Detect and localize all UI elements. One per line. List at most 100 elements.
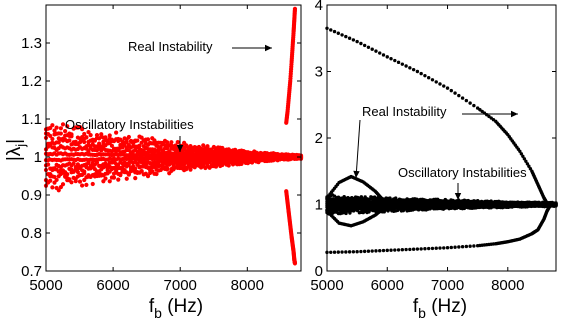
left-band-point [137, 143, 142, 148]
left-band-point [103, 135, 108, 140]
right-upper-branch-point [336, 31, 340, 35]
right-lower-branch-point [464, 244, 469, 249]
right-x-tick-label: 7000 [431, 277, 464, 294]
left-band-point [50, 185, 55, 190]
left-y-tick-label: 0.8 [21, 225, 42, 242]
right-upper-branch-point [472, 103, 476, 108]
left-band-point [90, 181, 95, 187]
left-data-points [43, 6, 304, 266]
right-lower-branch-point [389, 248, 393, 252]
right-lower-branch-point [415, 247, 420, 251]
right-lower-branch-point [449, 245, 453, 250]
left-real-lower-point [292, 261, 298, 266]
right-lower-branch-point [366, 249, 371, 253]
left-band-point [205, 144, 210, 149]
left-y-axis-label: |λj| [4, 139, 28, 161]
left-band-point [75, 169, 80, 175]
right-upper-branch-point [370, 47, 374, 51]
right-annotation-arrowhead [353, 170, 360, 178]
right-lower-branch-point [378, 249, 382, 253]
left-band-point [67, 138, 72, 143]
left-band-point [60, 182, 66, 187]
right-lower-branch-point [468, 244, 472, 248]
left-band-point [135, 138, 140, 143]
left-band-point [80, 183, 85, 188]
right-lower-branch-point [355, 250, 359, 254]
right-upper-branch-point [332, 29, 337, 34]
left-band-point [107, 179, 112, 184]
left-band-point [201, 143, 206, 148]
right-lower-branch-point [423, 247, 427, 251]
left-band-point [52, 174, 57, 180]
right-annotation-label: Oscillatory Instabilities [398, 165, 527, 180]
right-upper-branch-point [359, 41, 363, 46]
right-upper-branch-point [378, 51, 382, 55]
right-upper-branch-point [351, 38, 356, 42]
right-lower-branch-point [332, 250, 337, 254]
left-band-point [88, 133, 93, 138]
right-x-axis-label: fb (Hz) [413, 296, 467, 321]
right-x-axis-label-rest: (Hz) [426, 296, 467, 317]
left-band-point [63, 129, 68, 134]
right-y-tick-label: 1 [315, 197, 323, 214]
right-x-axis-label-sub: b [418, 305, 426, 321]
right-annotation-arrow [355, 119, 361, 179]
left-band-point [82, 171, 87, 176]
left-band-point [109, 143, 114, 148]
left-y-tick-label: 0.7 [21, 263, 42, 280]
right-lower-branch-point [445, 246, 450, 250]
right-upper-branch-point [438, 82, 442, 86]
left-band-point [139, 169, 144, 174]
left-band-point [124, 176, 129, 181]
left-x-axis-label: fb (Hz) [149, 296, 203, 321]
left-band-point [84, 135, 89, 140]
right-upper-branch-point [522, 157, 527, 161]
left-band-point [69, 180, 74, 185]
right-y-tick-label: 4 [315, 0, 323, 14]
right-upper-branch-point [362, 43, 367, 48]
left-band-point [175, 140, 180, 145]
right-upper-branch-point [468, 101, 472, 105]
left-band-point [69, 134, 74, 139]
left-band-point [56, 188, 61, 193]
right-lower-branch-point [404, 247, 408, 252]
left-band-point [165, 140, 170, 145]
right-annotation-arrowhead [511, 110, 518, 118]
right-upper-branch-point [404, 64, 408, 68]
right-lower-branch-point [393, 248, 397, 252]
right-upper-branch-point [400, 62, 405, 66]
left-band-point [56, 140, 61, 145]
left-band-point [97, 141, 102, 146]
right-upper-branch-point [381, 53, 386, 57]
right-lower-branch-point [411, 247, 416, 251]
right-band-point [344, 211, 348, 216]
right-upper-branch-point [408, 66, 412, 70]
right-lower-branch-point [434, 246, 438, 250]
right-lower-branch-point [351, 250, 356, 254]
left-band-point [65, 124, 70, 129]
left-band-point [77, 179, 83, 184]
right-lower-branch-point [396, 248, 401, 252]
left-band-point [94, 133, 100, 138]
right-x-tick-label: 5000 [310, 277, 343, 294]
left-band-point [60, 122, 66, 127]
left-annotation-label: Real Instability [128, 39, 213, 54]
right-y-tick-label: 3 [315, 64, 323, 81]
right-lower-branch-point [359, 249, 363, 254]
right-upper-branch-point [457, 93, 461, 98]
right-upper-branch-point [519, 152, 524, 156]
right-upper-branch-point [347, 36, 352, 40]
right-upper-branch-point [385, 55, 389, 59]
left-annotations: Real Instability Oscillatory Instabilitie… [65, 39, 272, 152]
right-lower-branch-point [347, 250, 352, 254]
right-lower-branch-point [438, 246, 442, 250]
right-upper-branch-point [423, 73, 427, 78]
right-tick-labels: 5000 6000 7000 8000 0 1 2 3 4 [310, 0, 524, 294]
right-upper-branch-point [393, 58, 397, 63]
left-plot-frame [45, 4, 302, 272]
right-annotation-arrowhead [454, 193, 462, 200]
left-x-tick-label: 5000 [29, 277, 62, 294]
left-tick-labels: 5000 6000 7000 8000 0.7 0.8 0.9 1 1.1 1.2 1.3 [21, 35, 264, 294]
right-x-tick-label: 6000 [371, 277, 404, 294]
left-band-point [118, 172, 123, 178]
